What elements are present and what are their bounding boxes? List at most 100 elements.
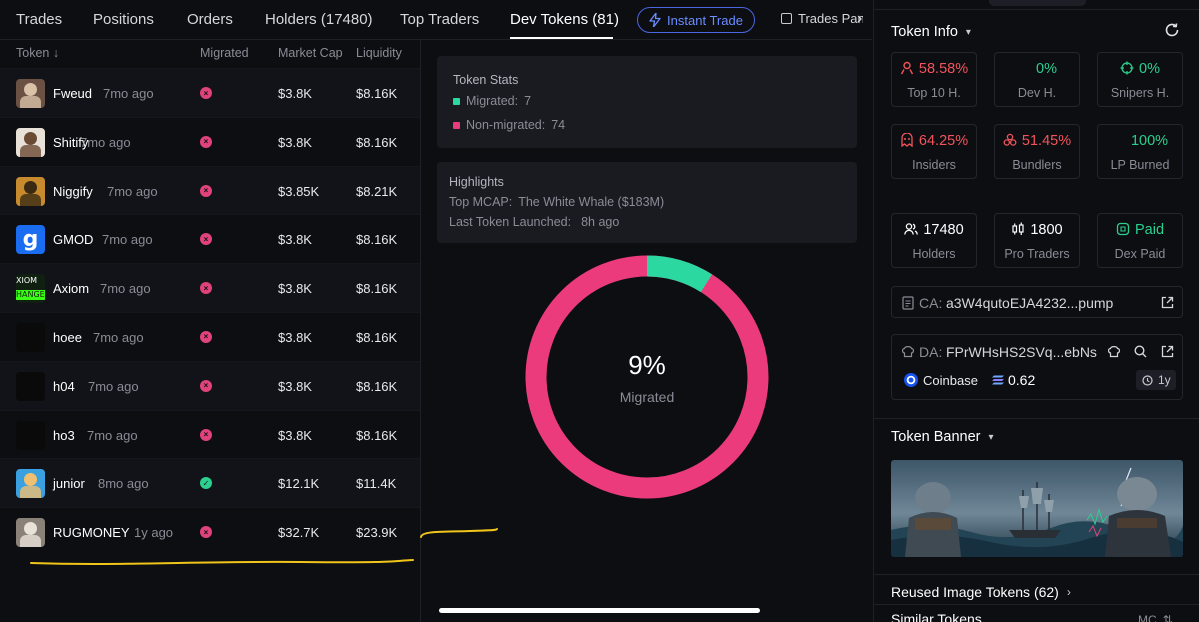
table-row[interactable]: junior 8mo ago ✓ $12.1K $11.4K [0, 458, 420, 508]
stat-snipers-h[interactable]: 0% Snipers H. [1097, 52, 1183, 107]
token-name[interactable]: RUGMONEY [53, 525, 130, 541]
token-name[interactable]: Fweud [53, 86, 93, 101]
token-name[interactable]: Axiom [53, 281, 90, 297]
table-row[interactable]: Fweud 7mo ago × $3.8K $8.16K [0, 68, 420, 117]
token-market-cap: $3.8K [278, 281, 312, 297]
token-info-header[interactable]: Token Info ▾ [891, 24, 971, 40]
header-token[interactable]: Token ↓ [16, 46, 60, 60]
top-mcap-line: Top MCAP: The White Whale ($183M) [449, 195, 664, 209]
top-mcap-label: Top MCAP: [449, 195, 513, 209]
stat-holders[interactable]: 17480 Holders [891, 213, 977, 268]
table-body: Fweud 7mo ago × $3.8K $8.16K Shitify 7mo ago × $… [0, 68, 420, 556]
token-liquidity: $11.4K [356, 476, 397, 492]
token-name[interactable]: Niggify [53, 183, 93, 199]
coinbase-icon [904, 373, 918, 387]
token-name[interactable]: junior [53, 476, 85, 492]
token-name[interactable]: GMOD [53, 232, 94, 248]
sidebar-top-button[interactable] [989, 0, 1086, 6]
stat-lp-burned[interactable]: 100% LP Burned [1097, 124, 1183, 179]
tab-trades[interactable]: Trades [16, 11, 63, 28]
chef-hat-action-icon[interactable] [1107, 345, 1121, 358]
token-name[interactable]: h04 [53, 378, 75, 394]
stat-value-row: 17480 [892, 222, 976, 238]
stat-bundlers[interactable]: 51.45% Bundlers [994, 124, 1080, 179]
tab-orders[interactable]: Orders [187, 11, 233, 28]
token-market-cap: $3.8K [278, 86, 312, 101]
stat-dex-paid[interactable]: Paid Dex Paid [1097, 213, 1183, 268]
migrated-count: 7 [524, 94, 532, 108]
table-row[interactable]: RUGMONEY 1y ago × $32.7K $23.9K [0, 507, 420, 556]
token-liquidity: $8.16K [356, 427, 398, 443]
stat-label: Insiders [912, 158, 956, 172]
crosshair-icon [1120, 61, 1134, 75]
token-avatar [16, 420, 45, 450]
tab-top-traders[interactable]: Top Traders [400, 11, 480, 28]
stat-label: Snipers H. [1110, 86, 1170, 100]
token-stats-card: Token Stats Migrated: 7 Non-migrated: 74 [437, 56, 857, 148]
highlights-title: Highlights [449, 175, 504, 189]
stat-label: Holders [912, 247, 956, 261]
last-launched-label: Last Token Launched: [449, 215, 572, 229]
token-age: 7mo ago [80, 134, 131, 150]
table-row[interactable]: Shitify 7mo ago × $3.8K $8.16K [0, 116, 420, 166]
candles-icon [1012, 222, 1024, 235]
external-link-icon[interactable] [1161, 345, 1174, 358]
not-migrated-x-icon: × [200, 526, 212, 539]
token-avatar [16, 518, 45, 548]
panel-icon [781, 13, 792, 24]
stat-value: 17480 [923, 222, 964, 238]
stat-label: Dex Paid [1114, 247, 1166, 261]
not-migrated-x-icon: × [200, 379, 212, 392]
search-icon[interactable] [1134, 345, 1147, 358]
stat-insiders[interactable]: 64.25% Insiders [891, 124, 977, 179]
stat-pro-traders[interactable]: 1800 Pro Traders [994, 213, 1080, 268]
ca-value[interactable]: a3W4qutoEJA4232...pump [946, 295, 1114, 311]
token-market-cap: $32.7K [278, 525, 320, 541]
funding-source: Coinbase [923, 373, 978, 388]
external-link-icon[interactable] [1161, 296, 1174, 309]
chef-hat-icon [901, 346, 915, 358]
chevron-right-icon[interactable]: › [857, 10, 863, 27]
reused-image-tokens-header[interactable]: Reused Image Tokens (62) › [891, 584, 1071, 600]
panel-divider [420, 40, 421, 622]
stat-value-row: 0% [995, 61, 1079, 77]
stat-value-row: 1800 [995, 222, 1079, 238]
table-row[interactable]: XIOM HANGE Axiom 7mo ago × $3.8K $8.16K [0, 263, 420, 312]
token-name[interactable]: Shitify [53, 134, 89, 150]
token-market-cap: $3.8K [278, 134, 312, 150]
table-row[interactable]: hoee 7mo ago × $3.8K $8.16K [0, 311, 420, 361]
instant-trade-button[interactable]: Instant Trade [637, 7, 755, 33]
chevron-right-icon: › [1066, 585, 1071, 599]
tab-holders[interactable]: Holders (17480) [265, 11, 373, 28]
token-liquidity: $8.16K [356, 329, 398, 345]
contract-address-box[interactable]: CA: a3W4qutoEJA4232...pump [891, 286, 1183, 318]
token-age: 1y ago [134, 525, 174, 541]
non-migrated-label: Non-migrated: [466, 118, 546, 132]
token-banner-header[interactable]: Token Banner ▾ [891, 429, 994, 445]
token-info-title: Token Info [891, 24, 958, 40]
table-row[interactable]: h04 7mo ago × $3.8K $8.16K [0, 360, 420, 410]
table-row[interactable]: ho3 7mo ago × $3.8K $8.16K [0, 409, 420, 459]
token-name[interactable]: ho3 [53, 427, 75, 443]
da-value[interactable]: FPrWHsHS2SVq...ebNs [946, 344, 1097, 360]
stat-dev-h[interactable]: 0% Dev H. [994, 52, 1080, 107]
mc-sort-control[interactable]: MC ⇅ [1138, 613, 1173, 622]
token-name[interactable]: hoee [53, 329, 82, 345]
not-migrated-x-icon: × [200, 233, 212, 246]
similar-tokens-title: Similar Tokens [891, 611, 982, 622]
table-row[interactable]: Niggify 7mo ago × $3.85K $8.21K [0, 165, 420, 215]
token-avatar [16, 469, 45, 499]
clock-icon [1142, 375, 1153, 386]
token-market-cap: $3.85K [278, 183, 320, 199]
header-market-cap: Market Cap [278, 46, 343, 60]
similar-tokens-header[interactable]: Similar Tokens [891, 611, 982, 622]
highlights-card: Highlights Top MCAP: The White Whale ($1… [437, 162, 857, 243]
trades-panel-button[interactable]: Trades Panel [781, 11, 863, 26]
stat-top-10-h[interactable]: 58.58% Top 10 H. [891, 52, 977, 107]
tab-bar: Trades Positions Orders Holders (17480) … [0, 0, 872, 40]
refresh-icon[interactable] [1164, 22, 1180, 38]
table-row[interactable]: g GMOD 7mo ago × $3.8K $8.16K [0, 214, 420, 263]
tab-positions[interactable]: Positions [93, 11, 154, 28]
stat-value: 58.58% [918, 61, 969, 77]
tab-dev-tokens[interactable]: Dev Tokens (81) [510, 11, 619, 28]
